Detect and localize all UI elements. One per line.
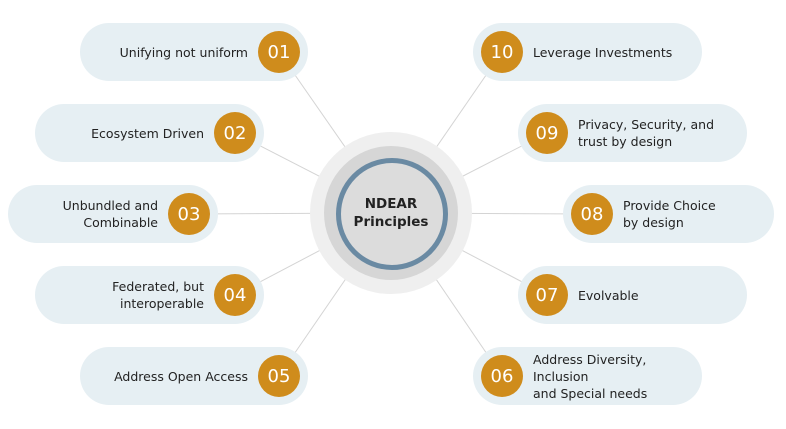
principle-10: 10 Leverage Investments — [473, 23, 702, 81]
principle-label: Address Open Access — [114, 368, 248, 384]
principle-label: Address Diversity, Inclusion and Special… — [533, 351, 648, 401]
principle-label: Unifying not uniform — [119, 44, 248, 60]
hub-title-line1: NDEAR — [364, 196, 418, 212]
principle-02: Ecosystem Driven 02 — [35, 104, 264, 162]
principle-number-badge: 04 — [214, 274, 256, 316]
principle-label: Unbundled and Combinable — [62, 198, 158, 230]
principle-01: Unifying not uniform 01 — [80, 23, 308, 81]
hub-title: NDEAR Principles — [338, 160, 444, 266]
principle-label: Federated, but interoperable — [112, 279, 204, 311]
principle-number-badge: 05 — [258, 355, 300, 397]
principle-number-badge: 03 — [168, 193, 210, 235]
principle-label: Provide Choice by design — [623, 198, 716, 230]
principle-09: 09 Privacy, Security, and trust by design — [518, 104, 747, 162]
principle-07: 07 Evolvable — [518, 266, 747, 324]
hub-title-line2: Principles — [353, 214, 429, 230]
principle-label: Leverage Investments — [533, 44, 673, 60]
hub-inner-circle — [336, 158, 448, 270]
principle-04: Federated, but interoperable 04 — [35, 266, 264, 324]
principle-label: Privacy, Security, and trust by design — [578, 117, 714, 149]
principle-number-badge: 01 — [258, 31, 300, 73]
principle-number-badge: 07 — [526, 274, 568, 316]
principle-03: Unbundled and Combinable 03 — [8, 185, 218, 243]
principle-number-badge: 02 — [214, 112, 256, 154]
principle-06: 06 Address Diversity, Inclusion and Speci… — [473, 347, 702, 405]
principle-08: 08 Provide Choice by design — [563, 185, 774, 243]
principle-05: Address Open Access 05 — [80, 347, 308, 405]
principle-number-badge: 09 — [526, 112, 568, 154]
principle-number-badge: 10 — [481, 31, 523, 73]
principle-number-badge: 08 — [571, 193, 613, 235]
principle-label: Evolvable — [578, 287, 639, 303]
principle-number-badge: 06 — [481, 355, 523, 397]
principle-label: Ecosystem Driven — [91, 125, 204, 141]
